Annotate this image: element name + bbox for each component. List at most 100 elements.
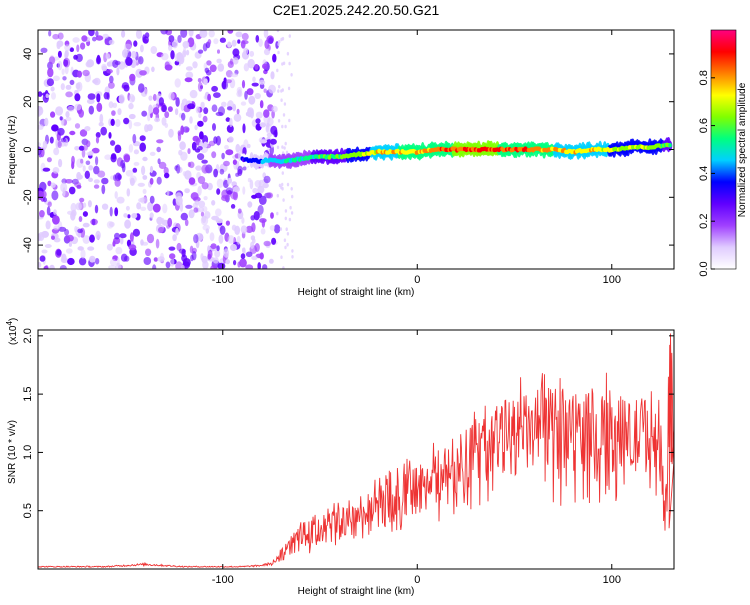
noise-cell [38, 124, 44, 130]
noise-cell [218, 234, 224, 244]
noise-cell [125, 170, 134, 177]
noise-cell [266, 192, 274, 199]
noise-cell [140, 206, 147, 211]
noise-cell [241, 80, 246, 89]
noise-cell [158, 226, 165, 234]
noise-cell [132, 167, 138, 173]
noise-cell [290, 73, 293, 77]
noise-cell [39, 210, 45, 218]
noise-cell [102, 33, 109, 39]
noise-cell [74, 93, 81, 102]
noise-cell [170, 50, 175, 60]
noise-cell [233, 113, 242, 122]
noise-cell [110, 118, 115, 126]
noise-cell [271, 237, 277, 245]
noise-cell [52, 215, 60, 225]
noise-cell [142, 175, 148, 180]
noise-cell [255, 111, 263, 119]
noise-cell [286, 242, 289, 247]
noise-cell [78, 145, 85, 151]
noise-cell [249, 179, 254, 190]
noise-cell [233, 260, 237, 266]
noise-cell [65, 116, 72, 122]
noise-cell [175, 261, 183, 269]
noise-cell [232, 57, 239, 65]
noise-cell [121, 30, 126, 38]
noise-cell [227, 235, 235, 244]
noise-cell [149, 212, 154, 219]
noise-cell [109, 206, 113, 217]
noise-cell [56, 249, 62, 256]
noise-cell [180, 125, 185, 135]
noise-cell [133, 161, 140, 166]
noise-cell [210, 264, 217, 269]
noise-cell [263, 30, 269, 39]
noise-cell [139, 70, 147, 76]
noise-cell [278, 183, 282, 188]
noise-cell [68, 186, 76, 195]
noise-cell [182, 171, 187, 177]
noise-cell [164, 172, 170, 179]
noise-cell [202, 224, 210, 231]
noise-cell [41, 249, 48, 254]
noise-cell [124, 43, 132, 50]
noise-cell [67, 105, 75, 112]
noise-cell [291, 254, 294, 259]
noise-cell [286, 51, 290, 56]
noise-cell [38, 146, 42, 156]
noise-cell [268, 37, 274, 45]
noise-cell [100, 126, 107, 136]
noise-cell [284, 216, 287, 221]
noise-cell [45, 93, 49, 99]
noise-cell [73, 54, 78, 60]
x-tick-label: 0 [414, 274, 420, 286]
noise-cell [133, 149, 139, 155]
noise-cell [200, 101, 205, 109]
noise-cell [104, 39, 108, 45]
noise-cell [71, 209, 77, 217]
noise-cell [281, 124, 284, 129]
noise-cell [156, 176, 162, 185]
noise-cell [213, 136, 218, 144]
noise-cell [225, 149, 234, 156]
noise-cell [283, 102, 287, 106]
noise-cell [79, 197, 85, 203]
noise-cell [188, 161, 195, 169]
noise-cell [215, 111, 224, 117]
noise-cell [52, 167, 60, 174]
noise-cell [81, 148, 86, 158]
noise-cell [91, 147, 100, 154]
noise-cell [217, 49, 220, 54]
noise-cell [259, 122, 267, 128]
noise-cell [264, 39, 270, 50]
noise-cell [237, 208, 242, 214]
noise-cell [286, 232, 290, 236]
noise-cell [156, 146, 161, 153]
noise-cell [276, 30, 280, 33]
noise-cell [285, 150, 289, 155]
colorbar: 0.0 0.2 0.4 0.6 0.8 Normalized spectral ampl… [698, 29, 748, 277]
noise-cell [273, 130, 278, 138]
noise-cell [223, 160, 230, 167]
noise-cell [153, 257, 158, 262]
noise-cell [203, 196, 208, 201]
noise-cell [205, 69, 212, 76]
noise-cell [258, 38, 263, 47]
noise-cell [193, 234, 199, 244]
noise-cell [147, 201, 154, 212]
noise-cell [233, 186, 240, 193]
noise-cell [286, 182, 290, 187]
noise-cell [152, 107, 160, 115]
noise-cell [82, 211, 88, 217]
noise-cell [47, 180, 52, 187]
noise-cell [89, 255, 96, 263]
noise-cell [78, 257, 87, 266]
noise-cell [74, 146, 80, 151]
noise-cell [71, 155, 75, 166]
noise-cell [108, 101, 114, 109]
noise-cell [276, 193, 279, 198]
noise-cell [211, 104, 218, 112]
noise-cell [161, 117, 167, 126]
noise-cell [88, 177, 93, 182]
noise-cell [263, 240, 271, 247]
